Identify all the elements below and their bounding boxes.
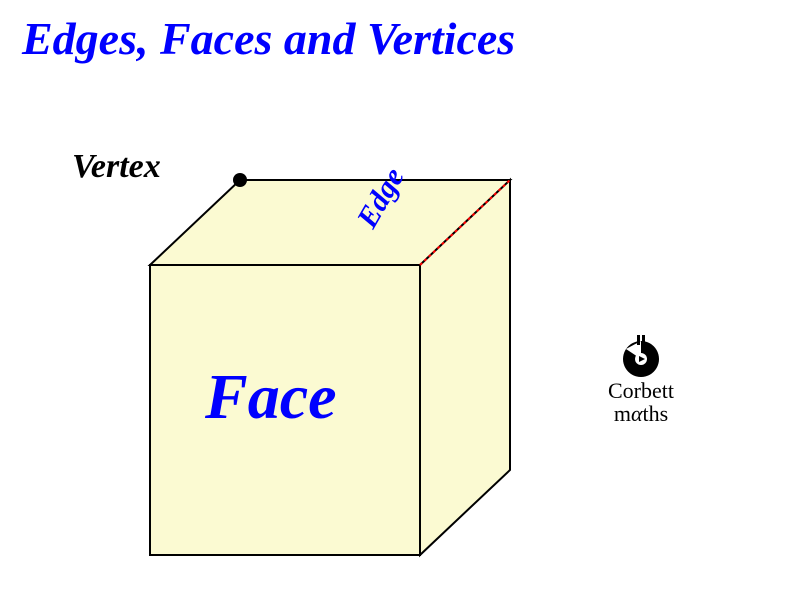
logo-line2-suffix: ths <box>643 401 669 426</box>
face-label: Face <box>205 360 337 434</box>
logo-icon <box>618 335 664 377</box>
logo-line2-alpha: α <box>631 401 643 426</box>
corbettmaths-logo: Corbett mαths <box>608 335 674 425</box>
vertex-dot <box>233 173 247 187</box>
logo-text: Corbett mαths <box>608 379 674 425</box>
logo-line1: Corbett <box>608 378 674 403</box>
logo-line2-prefix: m <box>614 401 631 426</box>
page-title: Edges, Faces and Vertices <box>22 12 515 65</box>
